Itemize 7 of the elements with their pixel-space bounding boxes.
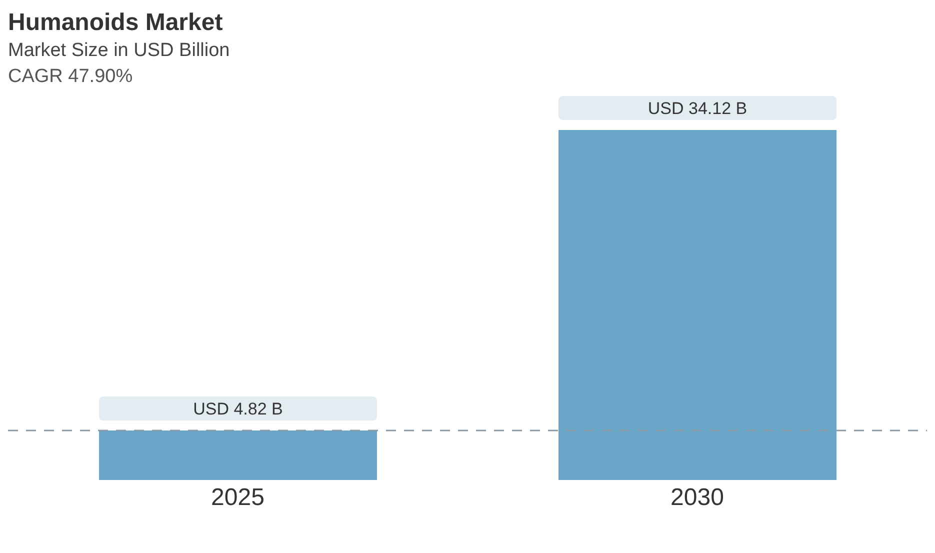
x-tick-label: 2030 (670, 484, 724, 512)
x-tick-label: 2025 (211, 484, 264, 512)
chart-title: Humanoids Market (8, 8, 224, 38)
text: CAGR 47.90% (8, 65, 134, 89)
data-label: USD 34.12 B (648, 99, 748, 118)
chart-subtitle: Market Size in USD Billion (8, 39, 231, 63)
data-label: USD 4.82 B (193, 400, 283, 419)
